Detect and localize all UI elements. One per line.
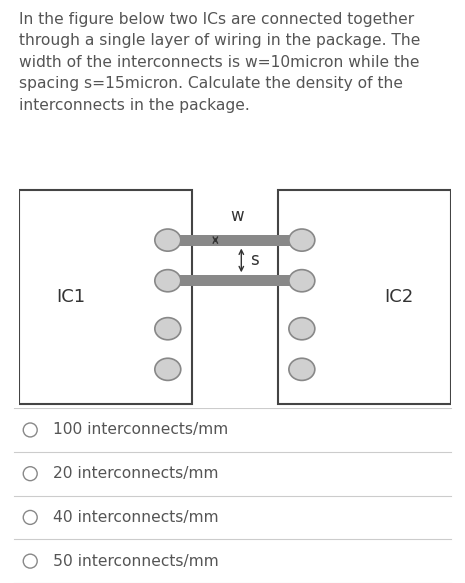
Text: In the figure below two ICs are connected together
through a single layer of wir: In the figure below two ICs are connecte…	[19, 12, 420, 113]
Bar	[19, 190, 192, 405]
Text: 50 interconnects/mm: 50 interconnects/mm	[53, 554, 219, 568]
Circle shape	[289, 358, 315, 381]
Ellipse shape	[23, 467, 37, 480]
Circle shape	[289, 318, 315, 340]
Bar	[168, 275, 302, 286]
Text: 40 interconnects/mm: 40 interconnects/mm	[53, 510, 219, 525]
Circle shape	[289, 270, 315, 292]
Circle shape	[155, 358, 181, 381]
Circle shape	[155, 229, 181, 251]
Bar	[168, 234, 302, 245]
Ellipse shape	[23, 511, 37, 524]
Circle shape	[155, 270, 181, 292]
Bar	[278, 190, 451, 405]
Circle shape	[289, 229, 315, 251]
Text: IC1: IC1	[56, 289, 85, 306]
Circle shape	[155, 318, 181, 340]
Ellipse shape	[23, 554, 37, 568]
Text: w: w	[231, 208, 244, 226]
Text: s: s	[250, 251, 259, 269]
Ellipse shape	[23, 423, 37, 437]
Text: 100 interconnects/mm: 100 interconnects/mm	[53, 423, 229, 437]
Text: IC2: IC2	[385, 289, 414, 306]
Text: 20 interconnects/mm: 20 interconnects/mm	[53, 466, 219, 481]
